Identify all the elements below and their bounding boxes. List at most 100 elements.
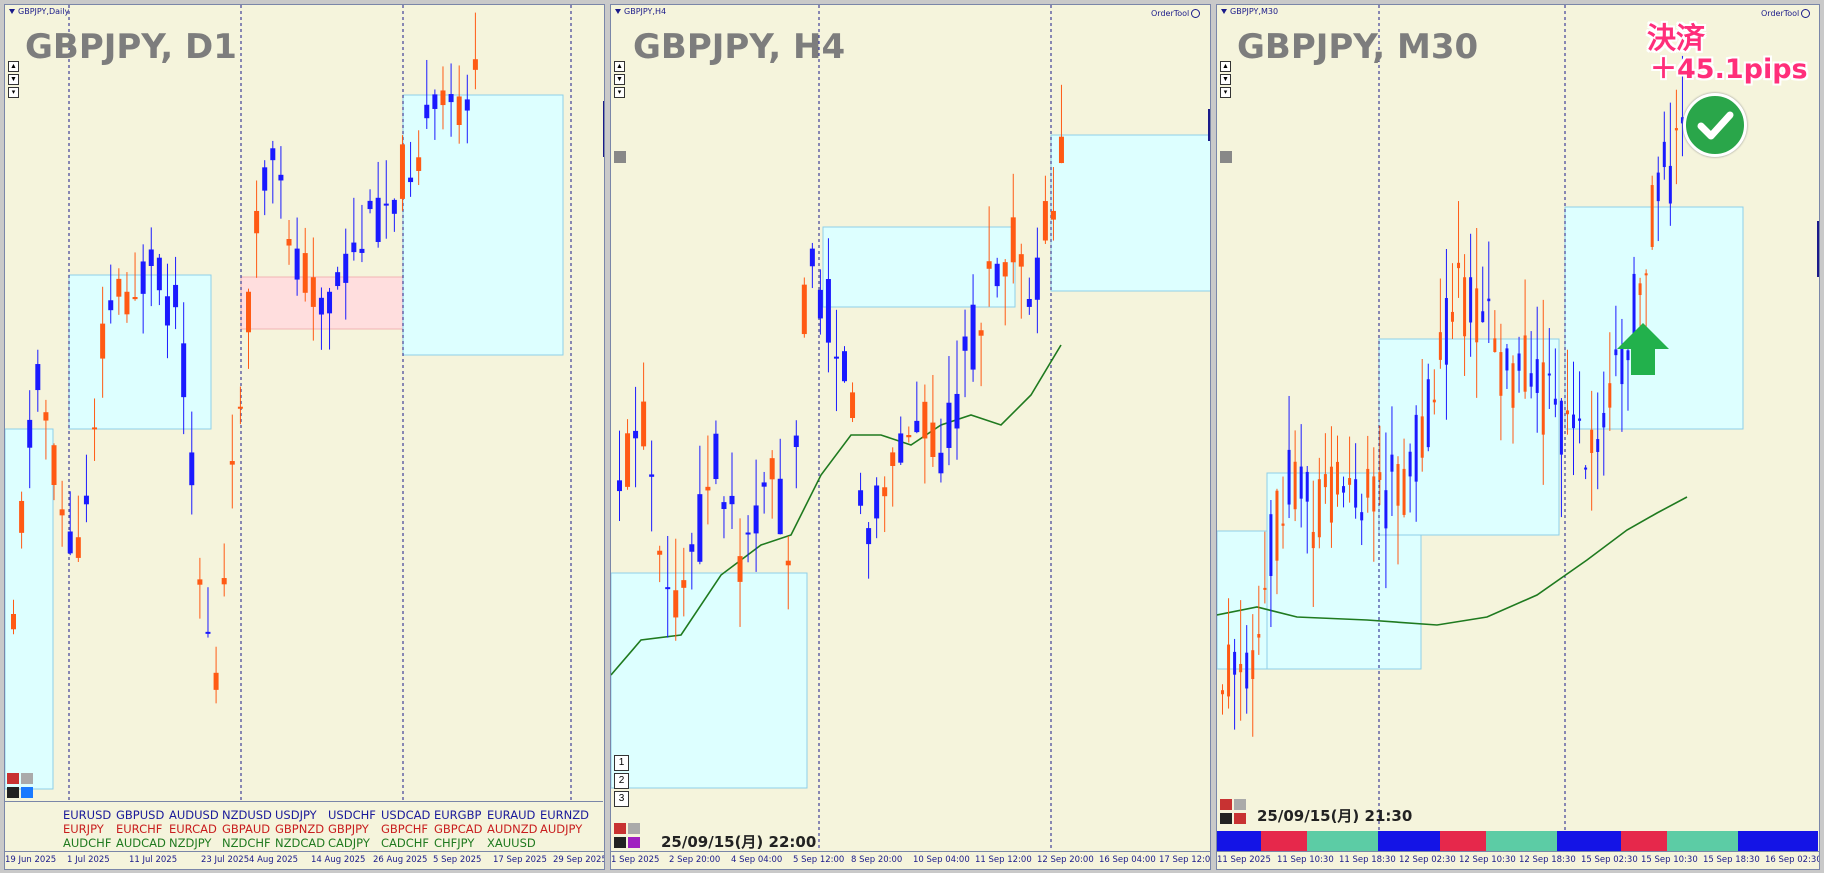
tool-icon[interactable] — [7, 787, 19, 798]
time-tick-label: 11 Sep 18:30 — [1339, 855, 1396, 865]
candle-body — [335, 272, 341, 287]
menu-button[interactable]: ▾ — [614, 87, 625, 98]
symbol-eurchf[interactable]: EURCHF — [116, 822, 163, 836]
candle-body — [1402, 468, 1406, 515]
symbol-eurusd[interactable]: EURUSD — [63, 808, 112, 822]
time-tick-label: 17 Sep 2025 — [493, 855, 547, 865]
symbol-audcad[interactable]: AUDCAD — [116, 836, 166, 850]
candle-body — [673, 590, 679, 618]
candle-body — [1656, 172, 1660, 202]
candle-body — [1050, 210, 1056, 220]
candle-body — [777, 478, 783, 535]
minimize-panel-icon[interactable] — [21, 773, 33, 784]
menu-button[interactable]: ▾ — [8, 87, 19, 98]
time-tick-label: 1 Jul 2025 — [67, 855, 110, 865]
minimize-panel-icon[interactable] — [628, 823, 640, 834]
candle-body — [1034, 257, 1040, 300]
symbol-eurcad[interactable]: EURCAD — [169, 822, 217, 836]
symbol-audusd[interactable]: AUDUSD — [169, 808, 219, 822]
symbol-nzdjpy[interactable]: NZDJPY — [169, 836, 212, 850]
symbol-gbpnzd[interactable]: GBPNZD — [275, 822, 325, 836]
candle-body — [1457, 262, 1461, 269]
symbol-usdcad[interactable]: USDCAD — [381, 808, 431, 822]
candle-body — [1323, 474, 1327, 488]
candle-body — [1559, 400, 1563, 455]
candle-body — [1481, 311, 1485, 323]
symbol-audjpy[interactable]: AUDJPY — [540, 822, 583, 836]
tool-icon-blue[interactable] — [21, 787, 33, 798]
price-zone — [611, 572, 808, 789]
candle-body — [1674, 128, 1678, 131]
settlement-label-line1: 決済 — [1647, 21, 1706, 55]
candle-body — [705, 486, 711, 491]
number-button-2[interactable]: 2 — [614, 773, 629, 789]
symbol-euraud[interactable]: EURAUD — [487, 808, 536, 822]
symbol-gbpaud[interactable]: GBPAUD — [222, 822, 271, 836]
candle-body — [681, 580, 687, 588]
candle-body — [1026, 298, 1032, 307]
symbol-eurnzd[interactable]: EURNZD — [540, 808, 590, 822]
chart-panel-h4[interactable]: GBPJPY,H4 OrderTool GBPJPY, H4 ▲ ▼ ▾ 1 2… — [610, 4, 1211, 870]
order-tool[interactable]: OrderTool — [1761, 9, 1811, 18]
symbol-audnzd[interactable]: AUDNZD — [487, 822, 538, 836]
scroll-down-button[interactable]: ▼ — [1220, 74, 1231, 85]
candle-body — [761, 482, 767, 487]
pin-icon[interactable] — [614, 151, 626, 163]
symbol-audchf[interactable]: AUDCHF — [63, 836, 112, 850]
tool-icon-red[interactable] — [1234, 813, 1246, 824]
candlestick-chart-m30[interactable] — [1217, 5, 1820, 870]
symbol-eurgbp[interactable]: EURGBP — [434, 808, 482, 822]
symbol-usdjpy[interactable]: USDJPY — [275, 808, 317, 822]
candle-body — [1475, 288, 1479, 343]
tool-icon[interactable] — [1220, 813, 1232, 824]
symbol-nzdchf[interactable]: NZDCHF — [222, 836, 271, 850]
symbol-gbpjpy[interactable]: GBPJPY — [328, 822, 369, 836]
moving-average-line — [611, 344, 1062, 676]
tool-icon-purple[interactable] — [628, 837, 640, 848]
candle-body — [914, 420, 920, 433]
close-panel-icon[interactable] — [614, 823, 626, 834]
candle-body — [697, 494, 703, 562]
candle-body — [793, 435, 799, 448]
symbol-eurjpy[interactable]: EURJPY — [63, 822, 104, 836]
close-panel-icon[interactable] — [1220, 799, 1232, 810]
candle-body — [1638, 283, 1642, 296]
scroll-up-button[interactable]: ▲ — [8, 61, 19, 72]
minimize-panel-icon[interactable] — [1234, 799, 1246, 810]
nav-buttons: ▲ ▼ ▾ — [1220, 61, 1231, 98]
symbol-cadjpy[interactable]: CADJPY — [328, 836, 370, 850]
candle-body — [1487, 298, 1491, 302]
symbol-usdchf[interactable]: USDCHF — [328, 808, 376, 822]
symbol-cadchf[interactable]: CADCHF — [381, 836, 430, 850]
scroll-down-button[interactable]: ▼ — [614, 74, 625, 85]
number-buttons: 1 2 3 — [614, 755, 629, 807]
chart-panel-d1[interactable]: GBPJPY,Daily GBPJPY, D1 ▲ ▼ ▾ EURUSD GBPU… — [4, 4, 605, 870]
pin-icon[interactable] — [1220, 151, 1232, 163]
candle-body — [164, 296, 170, 326]
symbol-xauusd[interactable]: XAUUSD — [487, 836, 536, 850]
order-tool[interactable]: OrderTool — [1151, 9, 1201, 18]
symbol-nzdcad[interactable]: NZDCAD — [275, 836, 326, 850]
candlestick-chart-d1[interactable] — [5, 5, 605, 870]
chart-tab-title: GBPJPY,M30 — [1221, 7, 1278, 16]
candle-body — [1499, 352, 1503, 396]
time-tick-label: 15 Sep 18:30 — [1703, 855, 1760, 865]
candle-body — [1299, 466, 1303, 499]
number-button-3[interactable]: 3 — [614, 791, 629, 807]
candle-body — [1408, 451, 1412, 477]
symbol-chfjpy[interactable]: CHFJPY — [434, 836, 475, 850]
tool-icon[interactable] — [614, 837, 626, 848]
menu-button[interactable]: ▾ — [1220, 87, 1231, 98]
candlestick-chart-h4[interactable] — [611, 5, 1211, 870]
symbol-gbpusd[interactable]: GBPUSD — [116, 808, 165, 822]
symbol-gbpchf[interactable]: GBPCHF — [381, 822, 429, 836]
symbol-gbpcad[interactable]: GBPCAD — [434, 822, 483, 836]
scroll-up-button[interactable]: ▲ — [1220, 61, 1231, 72]
chart-panel-m30[interactable]: GBPJPY,M30 OrderTool GBPJPY, M30 ▲ ▼ ▾ 決… — [1216, 4, 1820, 870]
scroll-up-button[interactable]: ▲ — [614, 61, 625, 72]
candle-body — [67, 531, 73, 554]
symbol-nzdusd[interactable]: NZDUSD — [222, 808, 272, 822]
close-panel-icon[interactable] — [7, 773, 19, 784]
number-button-1[interactable]: 1 — [614, 755, 629, 771]
scroll-down-button[interactable]: ▼ — [8, 74, 19, 85]
